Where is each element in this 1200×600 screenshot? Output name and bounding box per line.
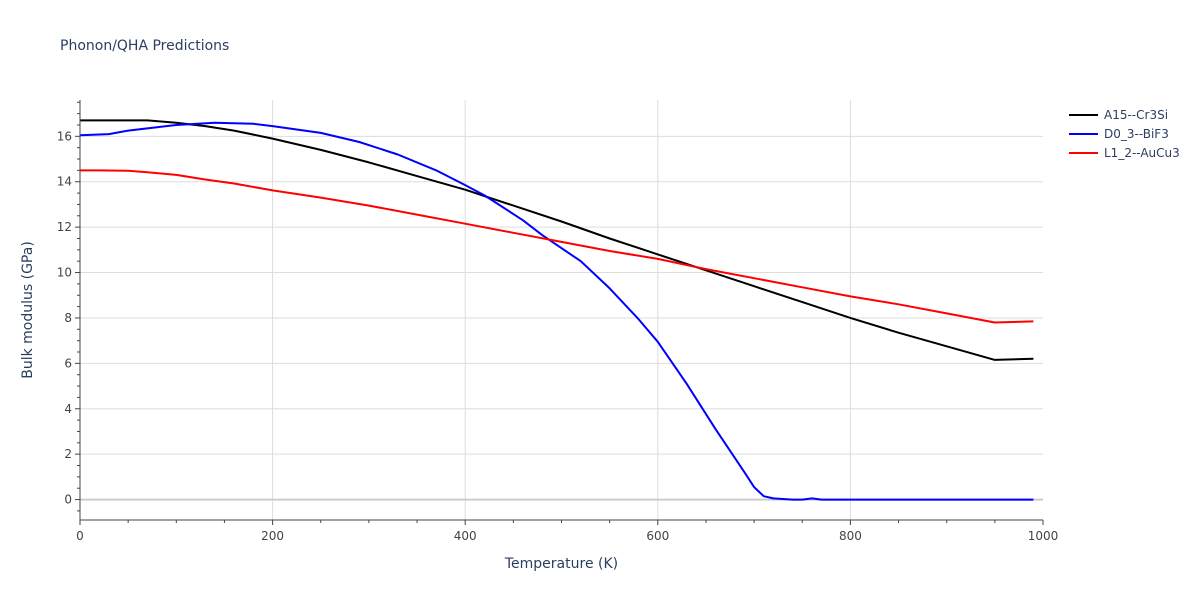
chart-title: Phonon/QHA Predictions bbox=[60, 38, 229, 54]
x-tick-label: 0 bbox=[76, 529, 84, 543]
y-tick-label: 0 bbox=[64, 493, 72, 507]
y-tick-label: 6 bbox=[64, 356, 72, 370]
legend-item[interactable]: D0_3--BiF3 bbox=[1069, 127, 1169, 141]
y-tick-label: 16 bbox=[57, 129, 72, 143]
legend-label: L1_2--AuCu3 bbox=[1104, 146, 1180, 160]
y-tick-label: 12 bbox=[57, 220, 72, 234]
series-line-l1-2-aucu3 bbox=[80, 169, 1034, 324]
legend-item[interactable]: A15--Cr3Si bbox=[1069, 108, 1168, 122]
series-line-d0-3-bif3 bbox=[79, 121, 1034, 501]
axes: 0 200 400 600 800 1000 0 2 4 6 8 10 12 14 16 bbox=[57, 100, 1059, 543]
grid bbox=[80, 100, 1043, 520]
x-tick-label: 200 bbox=[261, 529, 284, 543]
legend-label: D0_3--BiF3 bbox=[1104, 127, 1169, 141]
legend[interactable]: A15--Cr3Si D0_3--BiF3 L1_2--AuCu3 bbox=[1069, 108, 1180, 160]
series-lines bbox=[79, 119, 1034, 501]
legend-item[interactable]: L1_2--AuCu3 bbox=[1069, 146, 1180, 160]
x-tick-label: 1000 bbox=[1028, 529, 1059, 543]
x-axis-title: Temperature (K) bbox=[504, 556, 618, 572]
y-tick-label: 2 bbox=[64, 447, 72, 461]
y-tick-label: 10 bbox=[57, 266, 72, 280]
x-tick-label: 600 bbox=[646, 529, 669, 543]
x-tick-label: 400 bbox=[454, 529, 477, 543]
x-tick-label: 800 bbox=[839, 529, 862, 543]
y-tick-label: 14 bbox=[57, 175, 72, 189]
y-axis-title: Bulk modulus (GPa) bbox=[20, 241, 36, 379]
legend-label: A15--Cr3Si bbox=[1104, 108, 1168, 122]
y-tick-label: 8 bbox=[64, 311, 72, 325]
y-tick-label: 4 bbox=[64, 402, 72, 416]
